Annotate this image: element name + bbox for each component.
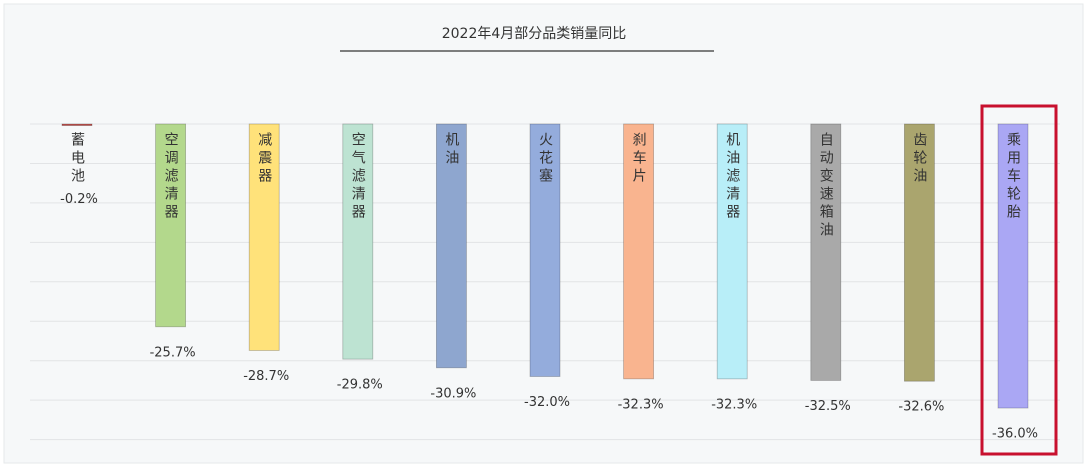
category-label: 空气滤清器 — [350, 132, 366, 222]
category-label: 机油滤清器 — [724, 132, 740, 222]
category-label: 火花塞 — [537, 132, 553, 186]
category-label: 机油 — [443, 132, 459, 168]
bar — [248, 123, 280, 351]
category-label: 蓄电池 — [69, 132, 85, 186]
bar — [529, 123, 561, 377]
bar — [904, 123, 935, 382]
value-label: -25.7% — [150, 345, 196, 360]
category-label: 自动变速箱油 — [818, 132, 834, 240]
category-label: 齿轮油 — [911, 132, 927, 186]
bar — [623, 123, 654, 380]
bar — [810, 123, 842, 381]
value-label: -32.3% — [618, 397, 664, 412]
category-label: 乘用车轮胎 — [1005, 132, 1021, 222]
value-label: -29.8% — [337, 378, 383, 393]
bar — [997, 123, 1029, 409]
chart-title: 2022年4月部分品类销量同比 — [442, 26, 627, 42]
value-label: -32.3% — [711, 397, 757, 412]
highlight-box — [980, 104, 1058, 456]
value-label: -32.0% — [524, 395, 570, 410]
value-label: -30.9% — [430, 386, 476, 401]
category-label: 减震器 — [256, 132, 272, 186]
value-label: -36.0% — [992, 427, 1038, 442]
value-label: -28.7% — [243, 369, 289, 384]
bar — [61, 123, 93, 126]
bar — [435, 123, 467, 369]
bars: 蓄电池 -0.2% 空调滤清器 -25.7% 减震器 -28.7% 空气滤清器 -29.8% 机… — [60, 123, 1038, 442]
value-label: -32.6% — [898, 400, 944, 415]
category-label: 空调滤清器 — [163, 132, 179, 222]
category-label: 刹车片 — [631, 132, 647, 186]
value-label: -0.2% — [60, 192, 98, 207]
bar — [342, 123, 374, 360]
bar — [155, 123, 187, 328]
value-label: -32.5% — [805, 399, 851, 414]
bar — [716, 123, 748, 380]
